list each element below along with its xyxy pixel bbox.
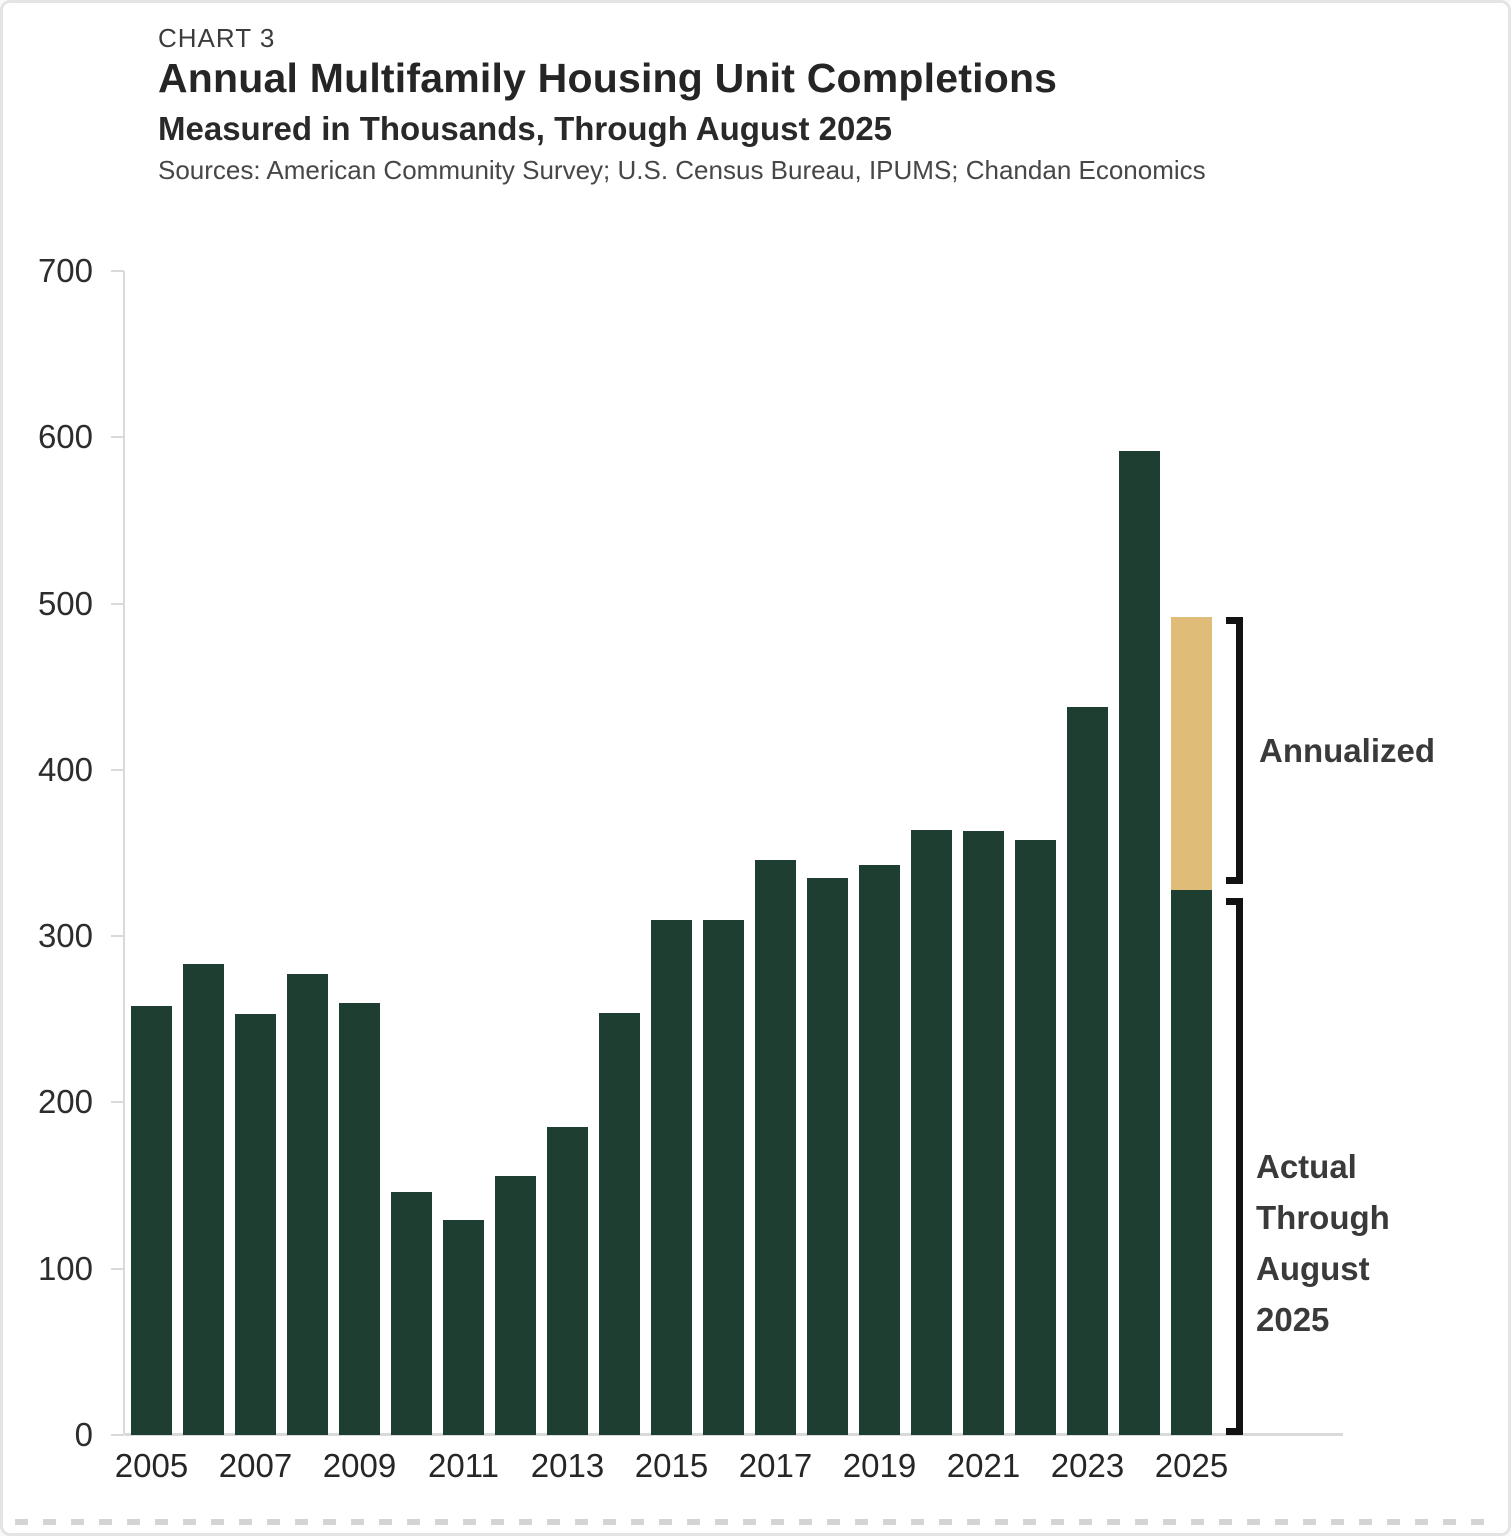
- y-tick-mark: [111, 768, 124, 771]
- bar-2010: [391, 1192, 432, 1435]
- actual-bracket: [1226, 897, 1243, 1435]
- y-tick-label: 100: [37, 1249, 93, 1287]
- y-tick-label: 400: [37, 750, 93, 788]
- chart-subtitle: Measured in Thousands, Through August 20…: [158, 110, 893, 147]
- y-tick-label: 300: [37, 917, 93, 955]
- bar-2005: [131, 1005, 172, 1435]
- x-tick-label: 2011: [428, 1447, 499, 1484]
- bar-2023: [1067, 706, 1108, 1435]
- bar-2007: [235, 1014, 276, 1435]
- chart-kicker: CHART 3: [158, 23, 276, 53]
- chart-sources: Sources: American Community Survey; U.S.…: [158, 155, 1206, 185]
- plot-area: 0 100 200 300 400 500 600 700 2005 2007 2009 2011 2…: [3, 3, 1508, 1533]
- bar-2008: [287, 974, 328, 1435]
- x-tick-label: 2021: [946, 1447, 1021, 1484]
- y-tick-mark: [111, 270, 124, 272]
- y-tick-label: 200: [37, 1083, 93, 1121]
- bar-2018: [807, 877, 848, 1435]
- bar-2017: [755, 859, 796, 1435]
- y-tick-mark: [111, 602, 124, 605]
- x-tick-label: 2009: [322, 1447, 397, 1484]
- bar-2012: [495, 1175, 536, 1435]
- y-tick-mark: [111, 935, 124, 938]
- bar-2009: [339, 1002, 380, 1435]
- y-tick-mark: [111, 1434, 124, 1436]
- x-tick-label: 2023: [1050, 1447, 1125, 1484]
- y-tick-label: 500: [37, 584, 93, 622]
- y-tick-label: 600: [37, 418, 93, 456]
- actual-through-august-label: Actual Through August 2025: [1256, 1148, 1390, 1338]
- x-tick-label: 2005: [114, 1447, 189, 1484]
- bar-2021: [963, 831, 1004, 1435]
- x-tick-label: 2019: [842, 1447, 917, 1484]
- y-tick-label: 700: [37, 252, 93, 289]
- bar-2024: [1119, 450, 1160, 1435]
- bar-2016: [703, 919, 744, 1435]
- annualized-bracket: [1226, 616, 1243, 884]
- x-tick-label: 2013: [530, 1447, 605, 1484]
- x-tick-label: 2015: [634, 1447, 709, 1484]
- dotted-divider: [15, 1519, 1496, 1525]
- bar-2015: [651, 919, 692, 1435]
- x-tick-label: 2025: [1154, 1447, 1229, 1484]
- bar-2011: [443, 1220, 484, 1435]
- x-tick-label: 2017: [738, 1447, 813, 1484]
- y-tick-mark: [111, 436, 124, 439]
- y-axis-spine: [123, 271, 125, 1435]
- bar-2020: [911, 829, 952, 1435]
- bar-2022: [1015, 839, 1056, 1435]
- bar-2014: [599, 1012, 640, 1435]
- bar-2013: [547, 1127, 588, 1435]
- bar-2025: [1171, 889, 1212, 1435]
- page-title: Annual Multifamily Housing Unit Completi…: [158, 55, 1058, 101]
- annualized-label: Annualized: [1259, 732, 1436, 770]
- y-tick-mark: [111, 1267, 124, 1270]
- bar-2025-annualized: [1171, 616, 1212, 890]
- y-tick-mark: [111, 1101, 124, 1104]
- x-tick-label: 2007: [218, 1447, 293, 1484]
- bar-2006: [183, 964, 224, 1435]
- y-tick-label: 0: [74, 1416, 93, 1453]
- bar-2019: [859, 864, 900, 1435]
